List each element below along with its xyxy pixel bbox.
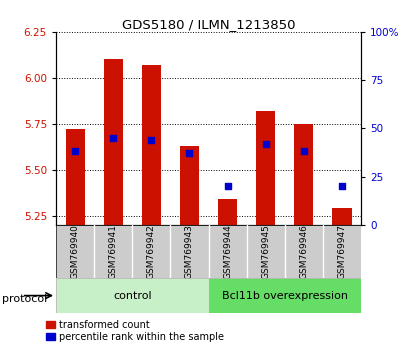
Bar [256, 111, 275, 225]
Text: GSM769944: GSM769944 [223, 224, 232, 279]
Bar [180, 146, 199, 225]
Point [186, 150, 193, 156]
Bar [104, 59, 123, 225]
Point [110, 135, 117, 141]
Bar [209, 278, 361, 313]
Text: GSM769941: GSM769941 [109, 224, 118, 279]
Bar [218, 199, 237, 225]
Text: control: control [113, 291, 151, 301]
Text: GSM769947: GSM769947 [337, 224, 347, 279]
Point [339, 183, 345, 189]
Point [224, 183, 231, 189]
Text: Bcl11b overexpression: Bcl11b overexpression [222, 291, 348, 301]
Legend: transformed count, percentile rank within the sample: transformed count, percentile rank withi… [46, 320, 224, 342]
Bar [294, 124, 313, 225]
Point [300, 149, 307, 154]
Text: protocol: protocol [2, 294, 47, 304]
Point [148, 137, 155, 143]
Text: GSM769946: GSM769946 [299, 224, 308, 279]
Bar [66, 129, 85, 225]
Bar [56, 278, 209, 313]
Text: GSM769940: GSM769940 [71, 224, 80, 279]
Point [262, 141, 269, 147]
Text: GSM769945: GSM769945 [261, 224, 270, 279]
Title: GDS5180 / ILMN_1213850: GDS5180 / ILMN_1213850 [122, 18, 295, 31]
Bar [332, 208, 352, 225]
Bar [142, 65, 161, 225]
Text: GSM769942: GSM769942 [147, 224, 156, 279]
Point [72, 149, 78, 154]
Text: GSM769943: GSM769943 [185, 224, 194, 279]
